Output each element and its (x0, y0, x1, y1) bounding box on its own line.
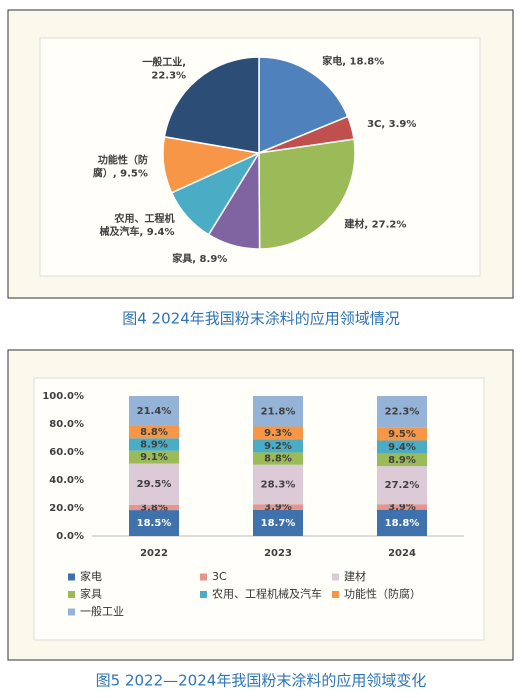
data-label: 3.9% (264, 502, 292, 513)
legend-label: 3C (212, 570, 227, 583)
bar-segment (129, 510, 179, 536)
bar-segment (129, 396, 179, 426)
caption: 图4 2024年我国粉末涂料的应用领域情况 (122, 310, 400, 328)
x-tick-label: 2024 (388, 548, 416, 559)
data-label: 9.1% (140, 452, 168, 463)
data-label: 18.8% (385, 518, 420, 529)
data-label: 家具, 8.9% (172, 252, 227, 265)
data-label: 9.2% (264, 441, 292, 452)
data-label: 8.9% (388, 455, 416, 466)
bar-segment (377, 396, 427, 428)
pie-slice (258, 138, 356, 250)
bar-segment (253, 464, 303, 505)
y-tick-label: 80.0% (49, 419, 84, 430)
data-label: 9.4% (388, 442, 416, 453)
data-label: 27.2% (385, 480, 420, 491)
y-tick-label: 60.0% (49, 447, 84, 458)
data-label: 3.9% (388, 502, 416, 513)
data-label: 18.5% (137, 518, 172, 529)
bar-segment (253, 504, 303, 510)
caption: 图5 2022—2024年我国粉末涂料的应用领域变化 (96, 672, 427, 690)
bar-segment (377, 427, 427, 441)
y-tick-label: 40.0% (49, 475, 84, 486)
legend-label: 功能性（防腐） (344, 587, 421, 601)
bar-segment (253, 452, 303, 465)
data-label: 9.5% (388, 429, 416, 440)
bar-segment (377, 453, 427, 467)
data-label: 功能性（防腐）, 9.5% (93, 154, 148, 180)
bar-segment (129, 463, 179, 505)
bar-segment (129, 504, 179, 511)
bar-segment (129, 438, 179, 451)
legend-label: 一般工业 (80, 605, 124, 618)
y-tick-label: 100.0% (42, 391, 84, 402)
data-label: 18.7% (261, 518, 296, 529)
bar-segment (377, 440, 427, 454)
data-label: 21.4% (137, 406, 172, 417)
bar-segment (377, 509, 427, 536)
y-tick-label: 0.0% (56, 531, 84, 542)
x-tick-label: 2022 (140, 548, 168, 559)
legend-swatch (200, 591, 207, 598)
bar-segment (253, 426, 303, 440)
bar-segment (377, 466, 427, 505)
bar-segment (253, 439, 303, 453)
bar-segment (129, 450, 179, 464)
data-label: 8.8% (140, 427, 168, 438)
legend-swatch (68, 608, 75, 616)
legend-swatch (68, 573, 75, 581)
data-label: 22.3% (385, 407, 420, 418)
data-label: 农用、工程机械及汽车, 9.4% (99, 212, 174, 238)
y-tick-label: 20.0% (49, 503, 84, 514)
pie-slice (163, 56, 260, 154)
legend-label: 建材 (344, 569, 366, 583)
legend-label: 家电 (80, 569, 102, 583)
legend-swatch (332, 591, 339, 598)
bar-segment (253, 509, 303, 536)
bar-segment (377, 504, 427, 510)
legend-label: 农用、工程机械及汽车 (212, 587, 322, 601)
data-label: 28.3% (261, 480, 296, 491)
data-label: 3.8% (140, 502, 168, 513)
bar-segment (253, 396, 303, 427)
data-label: 9.3% (264, 428, 292, 439)
data-label: 8.8% (264, 454, 292, 465)
bar-segment (129, 425, 179, 439)
data-label: 建材, 27.2% (343, 218, 406, 231)
legend-swatch (332, 573, 339, 581)
pie-slice (258, 56, 349, 155)
data-label: 3C, 3.9% (367, 119, 416, 130)
legend-label: 家具 (80, 587, 102, 601)
data-label: 家电, 18.8% (322, 55, 384, 68)
data-label: 一般工业, 22.3% (142, 55, 186, 81)
legend-swatch (68, 591, 75, 598)
legend-swatch (200, 573, 207, 581)
data-label: 8.9% (140, 440, 168, 451)
x-tick-label: 2023 (264, 548, 292, 559)
data-label: 29.5% (137, 479, 172, 490)
data-label: 21.8% (261, 406, 296, 417)
